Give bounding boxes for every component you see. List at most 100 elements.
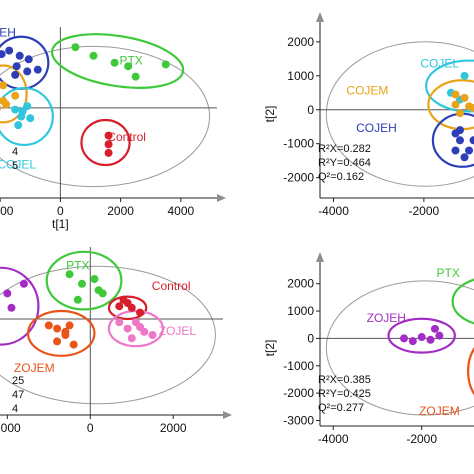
x-tick-label: -4000 — [318, 432, 349, 446]
group-label: Control — [107, 130, 146, 144]
x-tick-label: 0 — [57, 204, 64, 218]
group-ellipse — [107, 295, 148, 321]
y-tick-label: 1000 — [287, 304, 314, 318]
y-tick-label: 1000 — [287, 69, 314, 83]
group-ellipse — [425, 59, 474, 113]
data-point — [115, 302, 124, 311]
data-point — [7, 303, 16, 312]
model-stat: Q²=0.162 — [318, 171, 364, 183]
model-stat: R²X=0.282 — [318, 143, 371, 155]
data-point — [430, 324, 439, 333]
data-point — [15, 51, 24, 60]
data-point — [451, 90, 460, 99]
data-point — [11, 70, 20, 79]
x-tick-label: -2000 — [409, 204, 440, 218]
y-tick-label: -2000 — [283, 386, 314, 400]
data-point — [119, 295, 128, 304]
data-point — [136, 308, 145, 317]
group-label: ZOJEH — [367, 311, 406, 325]
data-point — [451, 146, 460, 155]
data-point — [53, 337, 62, 346]
data-point — [104, 148, 113, 157]
hotelling-ellipse — [0, 265, 216, 405]
data-point — [3, 289, 12, 298]
group-label: COJEL — [420, 56, 459, 70]
data-point — [417, 333, 426, 342]
group-ellipse — [45, 250, 123, 311]
group-ellipse — [26, 309, 96, 357]
data-point — [124, 62, 133, 71]
data-point — [131, 72, 140, 81]
x-tick-label: 0 — [87, 421, 94, 435]
data-point — [0, 50, 6, 59]
data-point — [71, 43, 80, 52]
y-axis-arrow — [316, 252, 324, 262]
data-point — [0, 96, 8, 105]
data-point — [161, 60, 170, 69]
data-point — [23, 102, 32, 111]
hotelling-ellipse — [325, 280, 474, 416]
data-point — [104, 140, 113, 149]
data-point — [0, 81, 8, 90]
data-point — [11, 91, 20, 100]
group-label: Control — [152, 279, 191, 293]
y-tick-label: -1000 — [283, 137, 314, 151]
model-stat: 25 — [12, 375, 24, 387]
y-tick-label: 2000 — [287, 277, 314, 291]
group-label: PTX — [119, 53, 142, 67]
data-point — [104, 131, 113, 140]
data-point — [456, 136, 464, 145]
y-axis-title: t[2] — [263, 340, 277, 357]
data-point — [18, 107, 27, 116]
data-point — [26, 114, 35, 123]
group-label: OJEH — [0, 266, 1, 280]
model-stat: R²Y=0.425 — [318, 388, 371, 400]
x-axis-arrow — [217, 194, 226, 202]
data-point — [73, 295, 82, 304]
data-point — [460, 93, 469, 102]
data-point — [460, 71, 469, 80]
y-axis-arrow — [316, 12, 324, 22]
hotelling-ellipse — [0, 45, 211, 188]
y-tick-label: -1000 — [283, 359, 314, 373]
model-stat: 47 — [12, 389, 24, 401]
group-label: PTX — [437, 266, 460, 280]
group-ellipse — [467, 346, 474, 396]
data-point — [408, 337, 417, 346]
data-point — [69, 340, 78, 349]
data-point — [460, 153, 469, 162]
data-point — [77, 279, 86, 288]
data-point — [456, 126, 464, 135]
data-point — [435, 331, 444, 340]
group-label: ZOJEL — [159, 324, 197, 338]
group-ellipse — [387, 317, 456, 354]
y-tick-label: -2000 — [283, 171, 314, 185]
x-tick-label: 2000 — [0, 421, 21, 435]
group-label: COJEH — [356, 121, 397, 135]
data-point — [90, 275, 99, 283]
y-tick-label: 0 — [307, 103, 314, 117]
hotelling-ellipse — [325, 41, 474, 187]
data-point — [465, 146, 474, 155]
group-ellipse — [107, 309, 164, 348]
group-ellipse — [0, 266, 40, 346]
data-point — [451, 100, 460, 109]
y-tick-label: 0 — [307, 331, 314, 345]
group-label: ZOJEM — [419, 404, 460, 418]
group-label: ZOJEM — [14, 361, 55, 375]
data-point — [12, 62, 21, 71]
data-point — [89, 51, 98, 60]
y-tick-label: -3000 — [283, 414, 314, 428]
data-point — [0, 105, 2, 111]
group-ellipse — [451, 278, 474, 325]
x-tick-label: 2000 — [0, 204, 14, 218]
data-point — [127, 334, 136, 343]
chart-panel-2: -4000-20000200010000-1000-2000t[2]COJELC… — [263, 12, 474, 218]
group-label: PTX — [66, 258, 89, 272]
data-point — [23, 67, 32, 76]
data-point — [14, 121, 23, 130]
y-tick-label: 2000 — [287, 35, 314, 49]
group-label: COJEL — [0, 158, 36, 172]
model-stat: 4 — [12, 403, 18, 415]
